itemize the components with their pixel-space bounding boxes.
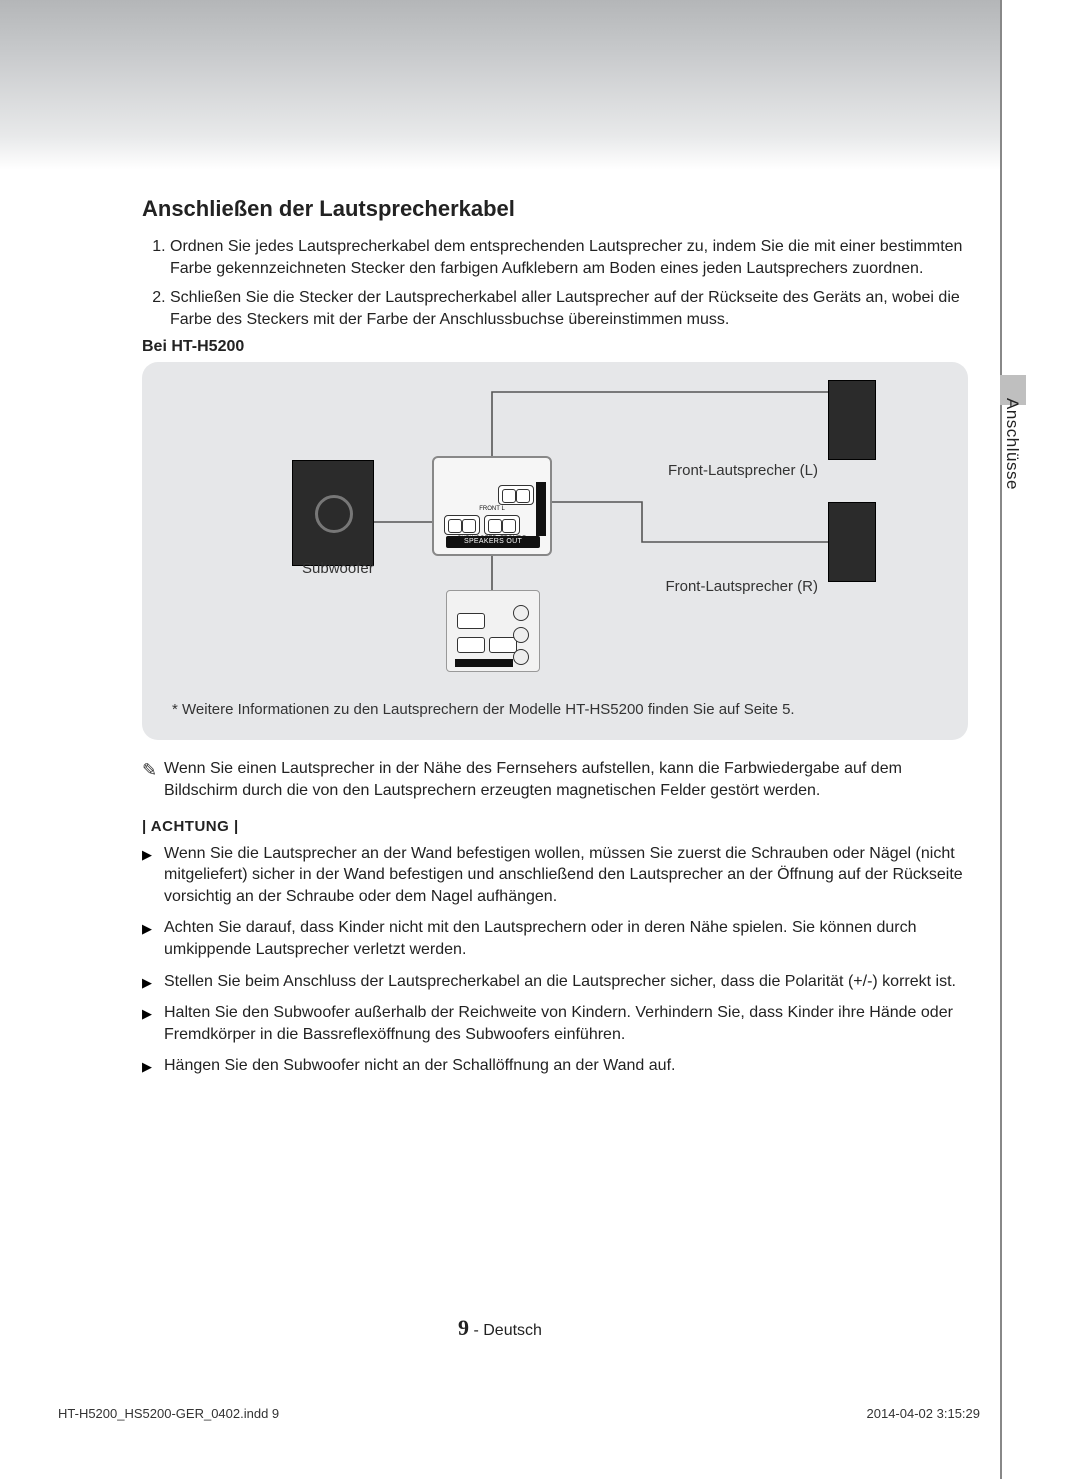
triangle-bullet-icon: ▶ — [142, 1055, 164, 1076]
label-subwoofer: Subwoofer — [302, 560, 374, 577]
header-gradient — [0, 0, 1000, 170]
speaker-front-r-icon — [828, 502, 876, 582]
impedance-bar — [536, 482, 546, 536]
mini-jack — [513, 627, 529, 643]
caution-heading: | ACHTUNG | — [142, 818, 968, 835]
caution-item: ▶Hängen Sie den Subwoofer nicht an der S… — [142, 1055, 968, 1077]
label-front-l: Front-Lautsprecher (L) — [668, 462, 818, 479]
rear-panel-zoom — [446, 590, 540, 672]
mini-port — [457, 613, 485, 629]
section-heading: Anschließen der Lautsprecherkabel — [142, 196, 968, 222]
section-tab-label: Anschlüsse — [1002, 398, 1022, 490]
triangle-bullet-icon: ▶ — [142, 843, 164, 864]
caution-item: ▶Achten Sie darauf, dass Kinder nicht mi… — [142, 917, 968, 960]
mini-jack — [513, 649, 529, 665]
footer-sep: - — [469, 1322, 483, 1339]
crop-mark-right — [1000, 0, 1002, 1479]
diagram-footnote: * Weitere Informationen zu den Lautsprec… — [172, 701, 938, 718]
port-label-front-l: FRONT L — [434, 506, 550, 512]
step-item: Schließen Sie die Stecker der Lautsprech… — [170, 287, 968, 330]
page-footer: 9 - Deutsch — [0, 1315, 1000, 1341]
speakers-out-label: SPEAKERS OUT — [446, 536, 540, 548]
speaker-out-panel: FRONT L SUBWOOFER FRONT R SPEAKERS OUT — [432, 456, 552, 556]
port-subwoofer — [444, 515, 480, 535]
model-subheading: Bei HT-H5200 — [142, 338, 968, 356]
mini-jack — [513, 605, 529, 621]
step-item: Ordnen Sie jedes Lautsprecherkabel dem e… — [170, 236, 968, 279]
label-front-r: Front-Lautsprecher (R) — [665, 578, 818, 595]
port-row-bottom — [444, 514, 542, 536]
subwoofer-icon — [292, 460, 374, 566]
triangle-bullet-icon: ▶ — [142, 917, 164, 938]
mini-port — [489, 637, 517, 653]
speaker-front-l-icon — [828, 380, 876, 460]
wiring-diagram: FRONT L SUBWOOFER FRONT R SPEAKERS OUT — [142, 362, 968, 740]
page-number: 9 — [458, 1315, 469, 1340]
step-list: Ordnen Sie jedes Lautsprecherkabel dem e… — [142, 236, 968, 330]
manual-page: Anschlüsse Anschließen der Lautsprecherk… — [0, 0, 1080, 1479]
pencil-icon: ✎ — [142, 758, 164, 782]
pencil-note-text: Wenn Sie einen Lautsprecher in der Nähe … — [164, 758, 968, 801]
port-front-l — [498, 485, 534, 505]
triangle-bullet-icon: ▶ — [142, 971, 164, 992]
print-timestamp: 2014-04-02 3:15:29 — [867, 1406, 980, 1421]
content-area: Anschließen der Lautsprecherkabel Ordnen… — [142, 196, 968, 1087]
footer-lang: Deutsch — [483, 1322, 542, 1339]
port-front-r — [484, 515, 520, 535]
print-file: HT-H5200_HS5200-GER_0402.indd 9 — [58, 1406, 279, 1421]
caution-item: ▶Stellen Sie beim Anschluss der Lautspre… — [142, 971, 968, 993]
mini-speakers-out-bar — [455, 659, 513, 667]
mini-port — [457, 637, 485, 653]
caution-list: ▶Wenn Sie die Lautsprecher an der Wand b… — [142, 843, 968, 1077]
caution-item: ▶Wenn Sie die Lautsprecher an der Wand b… — [142, 843, 968, 908]
triangle-bullet-icon: ▶ — [142, 1002, 164, 1023]
caution-item: ▶Halten Sie den Subwoofer außerhalb der … — [142, 1002, 968, 1045]
print-slug: HT-H5200_HS5200-GER_0402.indd 9 2014-04-… — [58, 1406, 980, 1421]
port-row-top — [444, 484, 542, 506]
pencil-note-row: ✎ Wenn Sie einen Lautsprecher in der Näh… — [142, 758, 968, 801]
